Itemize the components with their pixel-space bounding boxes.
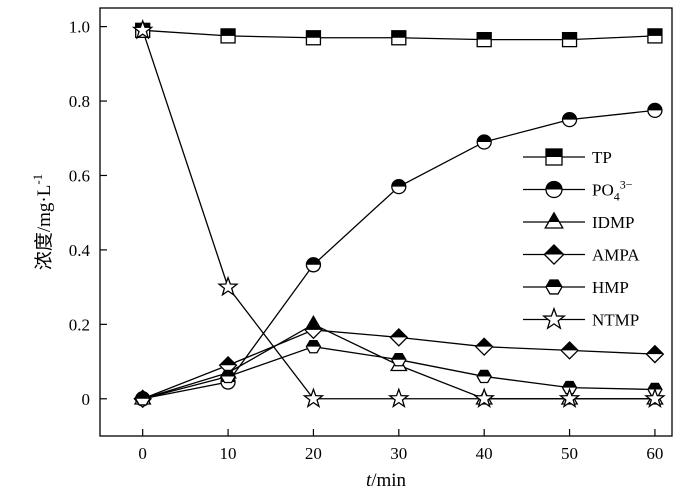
legend-label: AMPA [592,246,640,265]
data-point [476,369,492,384]
x-axis-title: t/min [366,470,407,491]
legend-marker [543,243,565,266]
data-point [134,392,151,406]
legend-item: PO43− [523,178,633,204]
legend-label: HMP [592,278,629,297]
y-axis-title-exponent: -1 [30,174,45,185]
y-tick-label: 0.2 [69,315,90,334]
x-tick-label: 10 [220,444,237,463]
data-point [131,18,154,40]
x-tick-label: 50 [561,444,578,463]
legend-marker [545,279,563,295]
legend: TP PO43− IDMP AMPA HMP NTMP [523,148,640,330]
legend-marker [545,148,563,166]
data-point [217,275,239,297]
data-point [305,339,322,354]
legend-item: AMPA [523,243,640,266]
legend-marker [541,306,567,330]
data-point [389,328,409,347]
data-point [560,341,579,360]
x-axis-title-variable: t [366,470,372,491]
data-point [474,337,494,356]
data-point [220,369,236,384]
x-tick-label: 30 [390,444,407,463]
legend-label: PO43− [592,178,633,204]
legend-item: IDMP [523,211,635,232]
data-point [644,387,666,408]
legend-item: HMP [523,278,629,297]
data-point [561,31,578,48]
data-point [391,178,407,195]
data-point [476,31,492,48]
data-point [647,102,663,118]
data-point [387,387,410,408]
x-tick-label: 40 [476,444,493,463]
y-axis-title: 浓度/mg·L-1 [30,174,55,270]
data-point [391,30,407,46]
y-axis-title-text: 浓度/mg·L [33,185,55,271]
y-tick-label: 0 [82,390,91,409]
data-point [302,387,325,408]
data-point [476,134,492,150]
axis-ticks: 0 10 20 30 40 50 60 0 0.2 0.4 0.6 0.8 1.0 [69,18,664,463]
legend-item: NTMP [523,306,639,330]
data-point [647,28,663,44]
y-tick-label: 1.0 [69,18,90,37]
y-tick-label: 0.6 [69,166,90,185]
y-tick-label: 0.8 [69,92,90,111]
data-point [645,344,665,364]
data-point [558,387,581,408]
data-point [473,387,496,408]
legend-marker [545,180,563,199]
data-point [305,257,322,273]
data-point [391,352,407,367]
x-axis-title-unit: /min [371,470,406,491]
series-markers [131,18,666,409]
data-point [220,28,236,44]
data-point [305,30,322,46]
x-tick-label: 0 [138,444,147,463]
data-point [304,320,323,340]
data-point [561,112,578,128]
legend-label: NTMP [592,311,639,330]
plot-area-frame [99,7,673,437]
legend-marker [544,211,564,229]
y-tick-label: 0.4 [69,241,91,260]
x-tick-label: 20 [305,444,322,463]
legend-label: TP [592,148,612,167]
legend-item: TP [523,148,612,167]
x-tick-label: 60 [646,444,663,463]
legend-label: IDMP [592,213,635,232]
